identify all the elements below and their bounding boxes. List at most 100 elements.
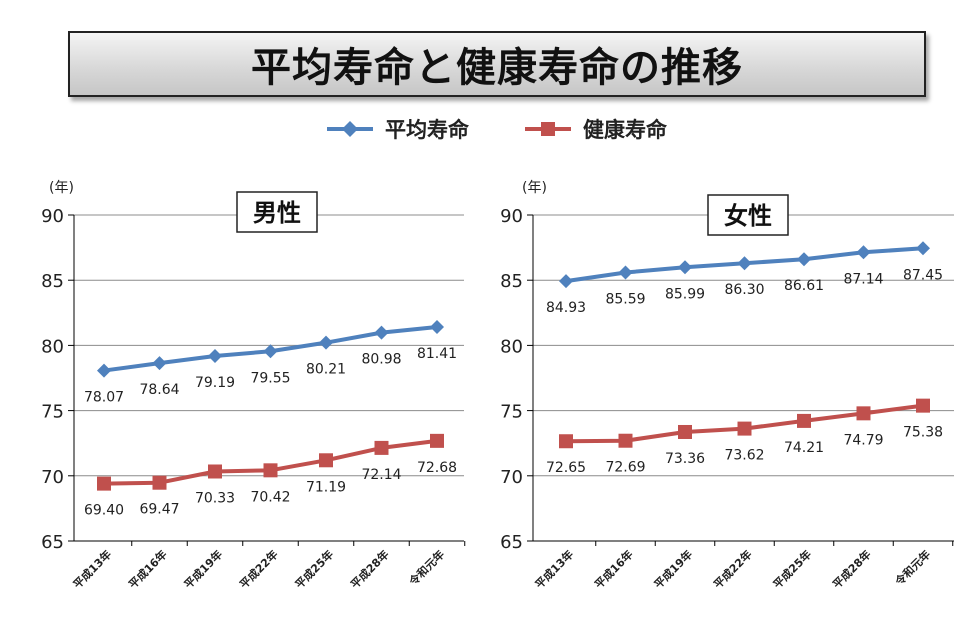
y-tick-label: 80 xyxy=(500,336,523,357)
data-point xyxy=(263,344,278,359)
data-point xyxy=(559,434,573,449)
data-point xyxy=(916,398,930,413)
legend-diamond-marker-icon xyxy=(327,121,373,137)
data-label: 79.19 xyxy=(195,375,235,391)
data-point xyxy=(797,252,811,267)
data-point xyxy=(374,325,389,340)
x-tick-label: 平成13年 xyxy=(532,547,576,591)
data-point xyxy=(319,335,333,350)
x-tick-label: 平成13年 xyxy=(70,547,114,591)
x-tick-label: 平成22年 xyxy=(711,547,755,591)
data-label: 80.21 xyxy=(306,362,346,378)
legend-label-average-lifespan: 平均寿命 xyxy=(385,118,469,142)
data-point xyxy=(319,453,333,468)
y-tick-label: 75 xyxy=(41,402,64,423)
data-label: 73.62 xyxy=(724,448,764,464)
y-tick-label: 90 xyxy=(500,206,523,227)
data-point xyxy=(97,363,111,378)
data-label: 75.38 xyxy=(903,425,943,441)
x-tick-label: 平成19年 xyxy=(181,547,225,591)
y-tick-label: 70 xyxy=(41,467,64,488)
x-tick-label: 令和元年 xyxy=(405,547,447,589)
y-tick-label: 90 xyxy=(41,206,64,227)
data-point xyxy=(856,245,871,260)
data-label: 69.40 xyxy=(84,503,124,519)
y-tick-label: 65 xyxy=(41,532,64,553)
series-healthy-lifespan: 72.65 72.69 73.36 73.62 74.21 74.79 75.38 xyxy=(546,398,943,476)
x-tick-label: 平成25年 xyxy=(292,547,336,591)
data-label: 80.98 xyxy=(361,352,401,368)
data-label: 86.30 xyxy=(724,282,764,298)
data-point xyxy=(263,463,278,478)
data-label: 78.64 xyxy=(139,382,179,398)
series-average-lifespan: 78.07 78.64 79.19 79.55 80.21 80.98 81.41 xyxy=(84,320,457,406)
data-label: 86.61 xyxy=(784,278,824,294)
data-point xyxy=(97,476,111,491)
data-label: 72.69 xyxy=(605,460,645,476)
data-label: 87.45 xyxy=(903,267,943,283)
x-tick-label: 平成19年 xyxy=(651,547,695,591)
data-point xyxy=(856,406,871,421)
x-tick-label: 平成22年 xyxy=(237,547,281,591)
data-label: 74.21 xyxy=(784,440,824,456)
data-point xyxy=(374,440,389,455)
data-label: 70.33 xyxy=(195,490,235,506)
data-label: 85.59 xyxy=(605,292,645,308)
x-tick-label: 平成28年 xyxy=(830,547,874,591)
y-tick-label: 85 xyxy=(500,271,523,292)
y-axis-unit-label: (年) xyxy=(522,180,547,196)
data-label: 78.07 xyxy=(84,390,124,406)
x-tick-label: 平成16年 xyxy=(126,547,170,591)
data-label: 70.42 xyxy=(250,489,290,505)
panel-title-box xyxy=(707,194,789,236)
data-label: 85.99 xyxy=(665,286,705,302)
data-label: 81.41 xyxy=(417,346,457,362)
y-tick-label: 80 xyxy=(41,336,64,357)
panel-title-box xyxy=(236,191,318,233)
data-label: 69.47 xyxy=(139,502,179,518)
legend-item-average-lifespan: 平均寿命 xyxy=(325,112,469,146)
y-tick-label: 85 xyxy=(41,271,64,292)
data-label: 72.14 xyxy=(361,467,401,483)
page-title-box: 平均寿命と健康寿命の推移 xyxy=(68,31,926,97)
x-tick-label: 平成16年 xyxy=(592,547,636,591)
data-label: 73.36 xyxy=(665,451,705,467)
data-point xyxy=(678,260,692,275)
panel-title: 女性 xyxy=(724,202,772,230)
data-point xyxy=(618,433,633,448)
data-point xyxy=(559,274,573,289)
legend-item-healthy-lifespan: 健康寿命 xyxy=(523,112,667,146)
legend-label-healthy-lifespan: 健康寿命 xyxy=(583,118,667,142)
legend-square-marker-icon xyxy=(525,122,571,136)
data-point xyxy=(430,320,444,335)
data-label: 72.65 xyxy=(546,460,586,476)
series-healthy-lifespan: 69.40 69.47 70.33 70.42 71.19 72.14 72.68 xyxy=(84,433,457,519)
page-title: 平均寿命と健康寿命の推移 xyxy=(251,45,743,91)
data-point xyxy=(916,241,930,256)
panel-title: 男性 xyxy=(253,199,301,227)
data-point xyxy=(208,464,222,479)
data-label: 74.79 xyxy=(843,432,883,448)
data-point xyxy=(208,348,222,363)
data-point xyxy=(152,356,167,371)
chart-panel-1: 65 70 75 80 85 90 (年) 平成13年 平成16年 平成19年 平成22年 平成25年… xyxy=(41,180,466,591)
y-tick-label: 70 xyxy=(500,467,523,488)
data-point xyxy=(737,256,752,271)
data-label: 72.68 xyxy=(417,460,457,476)
data-label: 84.93 xyxy=(546,300,586,316)
chart-panel-2: 65 70 75 80 85 90 (年) 平成13年 平成16年 平成19年 平成22年 平成25年… xyxy=(500,180,954,591)
data-point xyxy=(152,475,167,490)
data-label: 87.14 xyxy=(843,271,883,287)
x-tick-label: 令和元年 xyxy=(891,547,933,589)
data-point xyxy=(737,421,752,436)
y-axis-unit-label: (年) xyxy=(49,180,74,196)
data-point xyxy=(618,265,633,280)
data-label: 79.55 xyxy=(250,370,290,386)
x-tick-label: 平成25年 xyxy=(770,547,814,591)
legend: 平均寿命 健康寿命 xyxy=(0,112,976,146)
y-tick-label: 75 xyxy=(500,402,523,423)
data-point xyxy=(797,413,811,428)
series-average-lifespan: 84.93 85.59 85.99 86.30 86.61 87.14 87.45 xyxy=(546,241,943,316)
x-tick-label: 平成28年 xyxy=(348,547,392,591)
